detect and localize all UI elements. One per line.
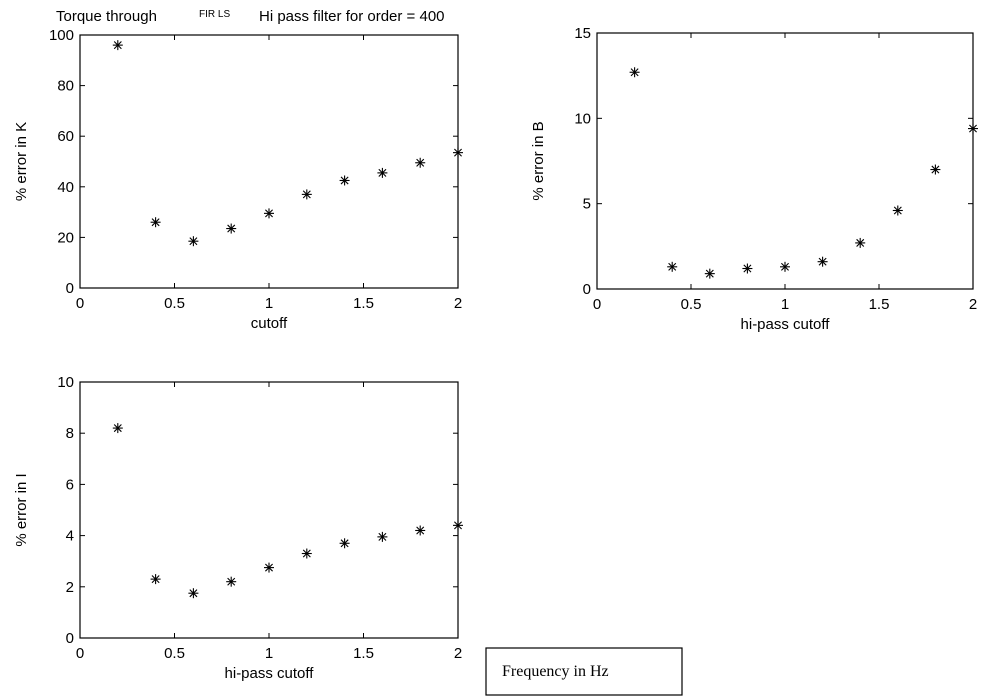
- x-tick-label: 1: [265, 645, 273, 662]
- data-point: [340, 538, 350, 548]
- data-point: [340, 175, 350, 185]
- data-point: [151, 217, 161, 227]
- data-point: [855, 238, 865, 248]
- x-tick-label: 1: [781, 296, 789, 313]
- y-axis-label: % error in I: [13, 473, 30, 546]
- x-axis-label: hi-pass cutoff: [225, 665, 315, 682]
- annotation-text: Frequency in Hz: [502, 663, 609, 680]
- data-point: [667, 262, 677, 272]
- plot-frame: [80, 35, 458, 288]
- x-tick-label: 1.5: [353, 295, 374, 312]
- y-tick-label: 20: [57, 229, 74, 246]
- data-point: [188, 588, 198, 598]
- data-point: [226, 224, 236, 234]
- y-tick-label: 0: [66, 280, 74, 297]
- plot-frame: [597, 33, 973, 289]
- data-point: [742, 264, 752, 274]
- data-point: [188, 236, 198, 246]
- y-tick-label: 100: [49, 27, 74, 44]
- data-point: [302, 189, 312, 199]
- data-point: [705, 269, 715, 279]
- x-tick-label: 0: [76, 645, 84, 662]
- plot-frame: [80, 382, 458, 638]
- data-point: [453, 520, 463, 530]
- chart-2: 0 0.5 1 1.5 2 0 5 10 15 hi-pass cutoff % error in …: [530, 25, 978, 333]
- data-point: [780, 262, 790, 272]
- x-tick-label: 2: [969, 296, 977, 313]
- data-point: [151, 574, 161, 584]
- x-tick-label: 0.5: [681, 296, 702, 313]
- y-tick-label: 2: [66, 579, 74, 596]
- data-point: [415, 158, 425, 168]
- chart-3: 0 0.5 1 1.5 2 0 2 4 6 8 10 hi-pass cutoff % error in…: [13, 374, 463, 682]
- y-tick-label: 8: [66, 425, 74, 442]
- x-axis-label: cutoff: [251, 315, 288, 332]
- y-tick-label: 10: [57, 374, 74, 391]
- title-prefix: Torque through: [56, 8, 157, 25]
- x-tick-label: 0.5: [164, 645, 185, 662]
- x-tick-label: 0.5: [164, 295, 185, 312]
- data-point: [377, 168, 387, 178]
- x-tick-label: 2: [454, 645, 462, 662]
- title-suffix: Hi pass filter for order = 400: [259, 8, 445, 25]
- y-tick-label: 60: [57, 128, 74, 145]
- data-point: [377, 532, 387, 542]
- y-tick-label: 0: [66, 630, 74, 647]
- data-point: [302, 549, 312, 559]
- data-point: [968, 124, 978, 134]
- title-filter-label: FIR LS: [199, 9, 230, 20]
- data-point: [415, 525, 425, 535]
- y-tick-label: 10: [574, 110, 591, 127]
- y-tick-label: 5: [583, 196, 591, 213]
- data-point: [264, 563, 274, 573]
- y-axis-label: % error in K: [13, 122, 30, 201]
- x-tick-label: 1.5: [353, 645, 374, 662]
- data-point: [818, 257, 828, 267]
- y-tick-label: 0: [583, 281, 591, 298]
- x-tick-label: 0: [593, 296, 601, 313]
- data-point: [264, 208, 274, 218]
- x-tick-label: 1.5: [869, 296, 890, 313]
- x-tick-label: 1: [265, 295, 273, 312]
- data-point: [453, 148, 463, 158]
- data-point: [113, 423, 123, 433]
- x-tick-label: 2: [454, 295, 462, 312]
- data-point: [893, 205, 903, 215]
- y-tick-label: 15: [574, 25, 591, 42]
- data-point: [630, 67, 640, 77]
- data-point: [930, 165, 940, 175]
- y-tick-label: 40: [57, 179, 74, 196]
- data-point: [226, 577, 236, 587]
- y-tick-label: 80: [57, 78, 74, 95]
- data-point: [113, 40, 123, 50]
- y-axis-label: % error in B: [530, 121, 547, 200]
- y-tick-label: 6: [66, 476, 74, 493]
- x-axis-label: hi-pass cutoff: [741, 316, 831, 333]
- x-tick-label: 0: [76, 295, 84, 312]
- y-tick-label: 4: [66, 528, 74, 545]
